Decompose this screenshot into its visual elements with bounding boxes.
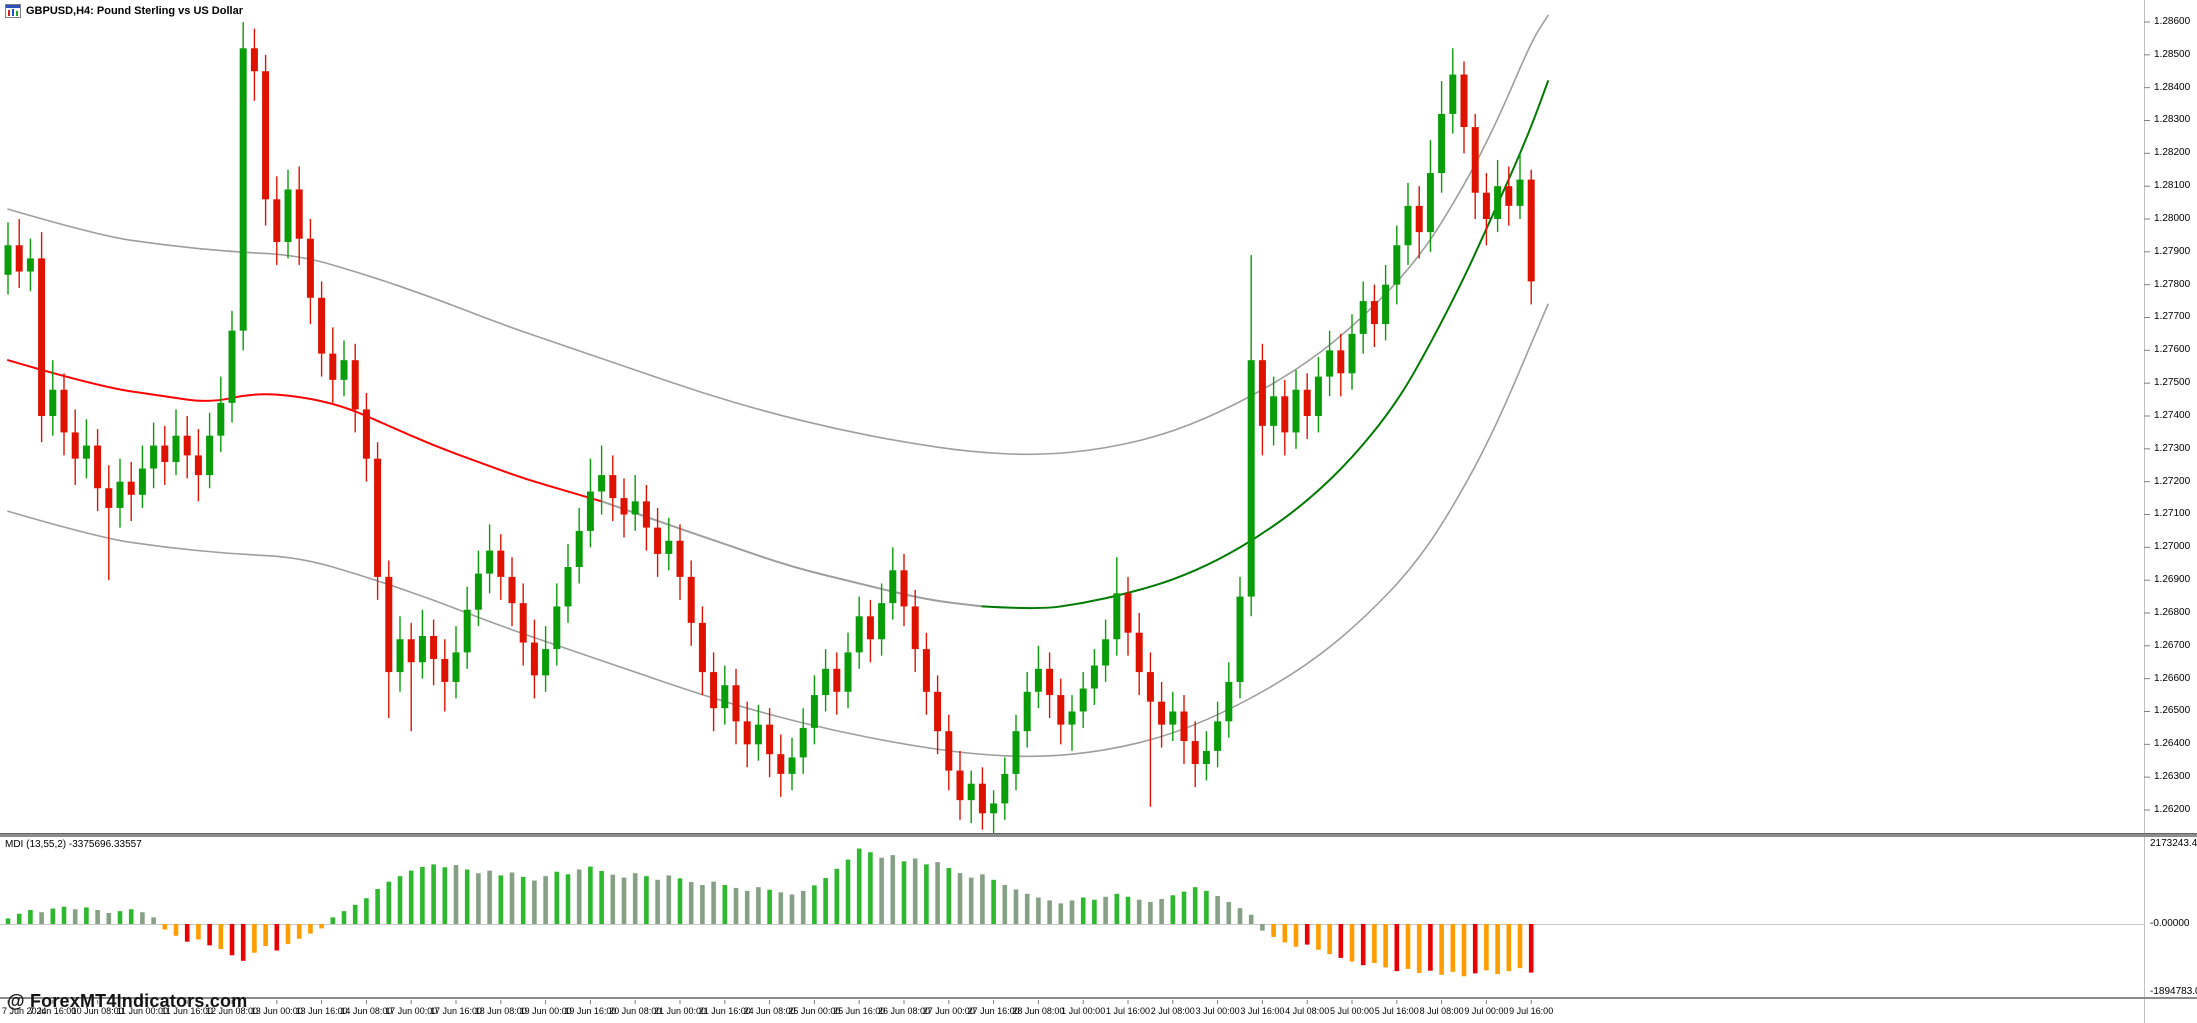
indicator-scale-zero: -0.00000	[2150, 918, 2190, 929]
time-axis-label: 4 Jul 08:00	[1285, 1006, 1330, 1016]
time-axis-label: 28 Jun 08:00	[1012, 1006, 1065, 1016]
price-axis-label: 1.28300	[2154, 114, 2191, 126]
time-axis[interactable]: 7 Jun 2024 7 Jun 16:00 10 Jun 08:00 11 Jun …	[0, 999, 2197, 1023]
price-axis-label: 1.27100	[2154, 508, 2191, 520]
time-axis-label: 14 Jun 08:00	[340, 1006, 393, 1016]
time-axis-label: 25 Jun 16:00	[833, 1006, 886, 1016]
time-axis-divider	[0, 997, 2197, 999]
time-axis-label: 13 Jun 16:00	[295, 1006, 348, 1016]
time-axis-label: 24 Jun 08:00	[743, 1006, 796, 1016]
time-axis-label: 12 Jun 08:00	[205, 1006, 259, 1016]
time-axis-label: 21 Jun 00:00	[653, 1006, 707, 1016]
time-axis-label: 5 Jul 00:00	[1329, 1006, 1375, 1016]
time-axis-label: 5 Jul 16:00	[1374, 1006, 1419, 1016]
price-axis-label: 1.28000	[2154, 212, 2191, 224]
price-axis-label: 1.28400	[2154, 81, 2191, 93]
price-axis-label: 1.27200	[2154, 475, 2191, 487]
chart-window-icon	[5, 4, 21, 18]
time-axis-label: 9 Jul 00:00	[1464, 1006, 1509, 1016]
time-axis-label: 18 Jun 08:00	[474, 1006, 527, 1016]
chart-title: GBPUSD,H4: Pound Sterling vs US Dollar	[26, 5, 243, 17]
price-axis-label: 1.27500	[2154, 377, 2191, 389]
time-axis-label: 1 Jul 16:00	[1105, 1006, 1151, 1016]
time-axis-label: 13 Jun 00:00	[250, 1006, 303, 1016]
price-axis-label: 1.26600	[2154, 672, 2191, 684]
price-axis-label: 1.28100	[2154, 180, 2191, 192]
time-axis-label: 3 Jul 16:00	[1240, 1006, 1285, 1016]
time-axis-label: 10 Jun 08:00	[71, 1006, 124, 1016]
time-axis-label: 7 Jun 16:00	[29, 1006, 77, 1016]
time-axis-label: 19 Jun 00:00	[519, 1006, 572, 1016]
price-axis-label: 1.26200	[2154, 803, 2191, 815]
price-axis-label: 1.27900	[2154, 245, 2191, 257]
price-axis-label: 1.28500	[2154, 48, 2191, 60]
price-axis-label: 1.27400	[2154, 409, 2191, 421]
time-axis-label: 26 Jun 08:00	[877, 1006, 931, 1016]
price-axis-label: 1.26900	[2154, 574, 2191, 586]
time-axis-label: 27 Jun 00:00	[922, 1006, 975, 1016]
time-axis-label: 3 Jul 00:00	[1195, 1006, 1240, 1016]
indicator-scale-min: -1894783.0	[2150, 986, 2197, 997]
time-axis-label: 11 Jun 00:00	[116, 1006, 169, 1016]
price-axis-label: 1.28600	[2154, 16, 2191, 27]
price-axis-label: 1.26500	[2154, 705, 2191, 717]
time-axis-label: 9 Jul 16:00	[1509, 1006, 1554, 1016]
time-axis-label: 8 Jul 08:00	[1419, 1006, 1464, 1016]
time-axis-label: 17 Jun 16:00	[429, 1006, 483, 1016]
price-axis-label: 1.26700	[2154, 639, 2191, 651]
time-axis-label: 27 Jun 16:00	[967, 1006, 1020, 1016]
price-axis-label: 1.27000	[2154, 541, 2191, 553]
price-axis-label: 1.26400	[2154, 738, 2191, 750]
price-axis[interactable]: 1.28600 1.28500 1.28400 1.28300 1.28200 1.281…	[2144, 0, 2197, 1023]
indicator-scale-max: 2173243.4	[2150, 838, 2197, 849]
price-axis-label: 1.27700	[2154, 311, 2191, 323]
price-axis-label: 1.27300	[2154, 442, 2191, 454]
time-axis-label: 20 Jun 08:00	[609, 1006, 662, 1016]
price-axis-label: 1.27600	[2154, 344, 2191, 356]
indicator-label: MDI (13,55,2) -3375696.33557	[5, 839, 142, 850]
price-axis-label: 1.27800	[2154, 278, 2191, 290]
time-axis-label: 25 Jun 00:00	[788, 1006, 841, 1016]
time-axis-label: 7 Jun 2024	[2, 1006, 47, 1016]
price-axis-label: 1.28200	[2154, 147, 2191, 159]
price-axis-label: 1.26800	[2154, 606, 2191, 618]
time-axis-label: 11 Jun 16:00	[161, 1006, 213, 1016]
time-axis-label: 1 Jul 00:00	[1061, 1006, 1106, 1016]
pane-divider[interactable]	[0, 833, 2197, 837]
time-axis-label: 17 Jun 00:00	[385, 1006, 438, 1016]
time-axis-label: 21 Jun 16:00	[698, 1006, 751, 1016]
watermark: @ ForexMT4Indicators.com	[7, 991, 248, 1011]
price-axis-label: 1.26300	[2154, 771, 2191, 783]
time-axis-label: 2 Jul 08:00	[1150, 1006, 1195, 1016]
time-axis-label: 19 Jun 16:00	[564, 1006, 617, 1016]
chart-title-bar: GBPUSD,H4: Pound Sterling vs US Dollar	[5, 4, 243, 18]
